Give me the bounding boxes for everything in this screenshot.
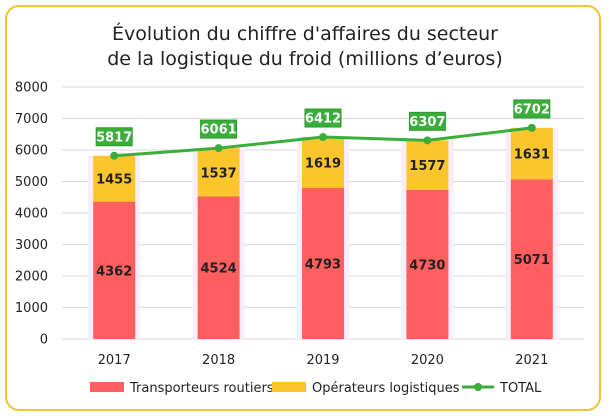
y-tick-label: 7000: [15, 112, 48, 127]
x-tick-label: 2017: [98, 353, 131, 368]
y-tick-label: 2000: [15, 270, 48, 285]
y-tick-label: 5000: [15, 175, 48, 190]
x-tick-label: 2018: [202, 353, 235, 368]
legend-swatch-transporteurs: [90, 382, 124, 392]
x-tick-label: 2019: [306, 353, 339, 368]
data-label-transporteurs: 5071: [514, 253, 550, 268]
total-label: 6702: [514, 102, 550, 117]
data-label-operateurs: 1577: [409, 159, 445, 174]
bar-transporteurs: [302, 188, 344, 339]
legend-label-operateurs: Opérateurs logistiques: [312, 381, 460, 396]
total-label-box: [95, 127, 133, 147]
data-label-transporteurs: 4730: [409, 259, 445, 274]
total-label-box: [408, 111, 446, 131]
data-label-operateurs: 1619: [305, 157, 341, 172]
total-point: [214, 144, 223, 153]
chart-title-line1: Évolution du chiffre d'affaires du secte…: [112, 23, 498, 45]
bar-operateurs: [302, 137, 344, 189]
bar-transporteurs: [510, 179, 553, 339]
data-label-transporteurs: 4362: [96, 264, 132, 279]
total-point: [110, 151, 119, 160]
total-label: 6412: [305, 112, 341, 127]
y-tick-label: 1000: [15, 301, 48, 316]
y-tick-label: 0: [40, 333, 48, 348]
total-point: [319, 133, 327, 142]
y-tick-label: 3000: [15, 238, 48, 253]
bar-operateurs: [406, 140, 449, 191]
total-label-box: [513, 99, 551, 119]
y-tick-label: 8000: [15, 81, 48, 96]
data-label-operateurs: 1537: [201, 166, 237, 181]
total-point: [423, 136, 432, 145]
total-label: 6307: [409, 115, 445, 130]
legend-label-transporteurs: Transporteurs routiers: [129, 381, 274, 396]
bar-operateurs: [93, 155, 136, 202]
bar-transporteurs: [406, 190, 449, 339]
chart-title-line2: de la logistique du froid (millions d’eu…: [107, 48, 503, 70]
total-point: [527, 123, 536, 132]
total-label: 6061: [201, 123, 237, 138]
total-label-box: [200, 119, 238, 139]
bar-transporteurs: [93, 201, 136, 339]
data-label-operateurs: 1455: [96, 173, 132, 188]
bar-transporteurs: [197, 196, 240, 339]
legend-swatch-operateurs: [272, 382, 306, 392]
total-label-box: [304, 108, 342, 128]
legend-marker-total: [474, 383, 482, 391]
bar-operateurs: [510, 127, 553, 180]
x-tick-label: 2021: [515, 353, 548, 368]
y-tick-label: 4000: [15, 207, 48, 222]
y-tick-label: 6000: [15, 144, 48, 159]
data-label-operateurs: 1631: [514, 148, 550, 163]
data-label-transporteurs: 4793: [305, 258, 341, 273]
x-tick-label: 2020: [411, 353, 444, 368]
bar-operateurs: [197, 148, 240, 197]
total-label: 5817: [96, 130, 132, 145]
legend-label-total: TOTAL: [499, 381, 542, 396]
data-label-transporteurs: 4524: [201, 262, 237, 277]
